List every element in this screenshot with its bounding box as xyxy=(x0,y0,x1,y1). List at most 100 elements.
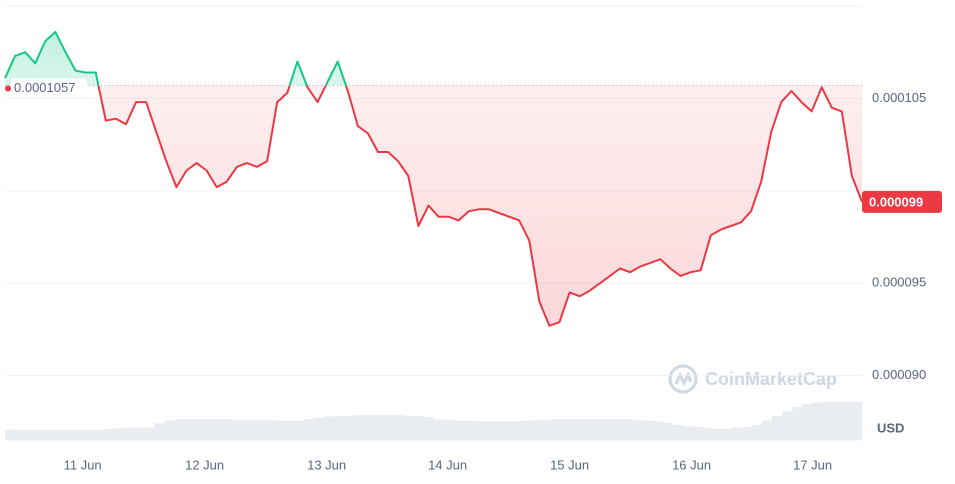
volume-bar xyxy=(214,419,225,440)
x-tick-label: 12 Jun xyxy=(185,457,224,472)
x-tick-label: 16 Jun xyxy=(672,457,711,472)
current-price-label: 0.000099 xyxy=(869,194,923,209)
volume-bar xyxy=(443,419,454,440)
y-tick-label: 0.000105 xyxy=(872,90,926,105)
volume-bar xyxy=(692,426,703,440)
volume-bar xyxy=(772,415,783,440)
volume-bar xyxy=(413,415,424,440)
volume-bar xyxy=(722,428,733,440)
volume-bar xyxy=(822,402,833,440)
volume-bar xyxy=(54,429,66,440)
volume-bar xyxy=(134,427,145,440)
volume-bar xyxy=(363,415,375,440)
volume-bar xyxy=(284,420,295,440)
volume-bar xyxy=(632,419,644,440)
volume-bar xyxy=(244,419,255,440)
baseline-label-bg xyxy=(11,78,87,97)
volume-bar xyxy=(622,419,634,440)
volume-bar xyxy=(34,429,46,440)
y-tick-label: 0.000095 xyxy=(872,275,926,290)
price-area xyxy=(5,31,862,326)
volume-bar xyxy=(293,420,305,440)
volume-bar xyxy=(224,419,235,440)
volume-bar xyxy=(264,419,275,440)
volume-bar xyxy=(124,427,135,440)
y-tick-label: 0.000090 xyxy=(872,367,926,382)
volume-bar xyxy=(353,415,365,440)
volume-bar xyxy=(24,429,36,440)
volume-bar xyxy=(94,429,105,440)
x-tick-label: 15 Jun xyxy=(550,457,589,472)
volume-bar xyxy=(64,429,76,440)
watermark-logo xyxy=(674,371,693,387)
volume-bar xyxy=(184,419,195,440)
volume-bar xyxy=(752,424,763,440)
x-tick-label: 14 Jun xyxy=(428,457,467,472)
volume-bar xyxy=(194,419,205,440)
volume-bar xyxy=(463,420,474,440)
baseline-dot xyxy=(5,85,11,92)
volume-bar xyxy=(104,428,115,440)
volume-bar xyxy=(154,423,165,440)
x-tick-label: 13 Jun xyxy=(307,457,346,472)
volume-bar xyxy=(682,426,693,440)
volume-bar xyxy=(672,424,683,440)
x-tick-label: 17 Jun xyxy=(793,457,832,472)
x-tick-label: 11 Jun xyxy=(64,457,102,472)
volume-bar xyxy=(503,421,514,440)
volume-bar xyxy=(523,420,534,440)
volume-bar xyxy=(642,420,654,440)
volume-bar xyxy=(493,421,504,440)
volume-bar xyxy=(423,417,434,440)
volume-bar xyxy=(792,406,803,440)
volume-bar xyxy=(852,402,863,440)
volume-bar xyxy=(742,426,753,440)
volume-bar xyxy=(702,428,713,440)
watermark: CoinMarketCap xyxy=(668,364,837,394)
volume-bar xyxy=(553,419,564,440)
volume-bar xyxy=(612,419,624,440)
volume-bar xyxy=(174,419,185,440)
volume-bar xyxy=(563,419,574,440)
volume-bar xyxy=(592,419,604,440)
volume-bar xyxy=(712,428,723,440)
volume-bar xyxy=(84,429,95,440)
volume-bar xyxy=(453,420,464,440)
volume-bar xyxy=(274,420,285,440)
volume-bar xyxy=(114,428,125,440)
volume-bar xyxy=(543,419,554,440)
volume-bar xyxy=(832,402,843,440)
current-price-badge xyxy=(862,190,942,213)
volume-bar xyxy=(802,404,813,440)
volume-bar xyxy=(164,420,175,440)
baseline-label: 0.0001057 xyxy=(14,80,75,95)
volume-bar xyxy=(513,421,524,440)
volume-bar xyxy=(323,416,335,440)
volume-bar xyxy=(383,415,394,440)
volume-bar xyxy=(204,419,215,440)
watermark-text: CoinMarketCap xyxy=(705,369,837,389)
watermark-logo xyxy=(668,364,698,394)
volume-bar xyxy=(234,419,245,440)
volume-bar xyxy=(533,419,544,440)
volume-bar xyxy=(254,419,265,440)
volume-bar xyxy=(403,415,414,440)
volume-bar xyxy=(602,419,614,440)
volume-bar xyxy=(573,419,584,440)
volume-bar xyxy=(333,415,345,440)
volume-bar xyxy=(433,419,444,440)
volume-bar xyxy=(14,429,26,440)
volume-bar xyxy=(473,421,484,440)
volume-bar xyxy=(303,419,315,440)
volume-bar xyxy=(812,402,823,440)
volume-bar xyxy=(762,420,773,440)
volume-bar xyxy=(144,427,155,440)
volume-bar xyxy=(74,429,86,440)
currency-label: USD xyxy=(877,420,904,435)
volume-bar xyxy=(5,429,16,440)
volume-bar xyxy=(373,415,384,440)
volume-bar xyxy=(662,422,673,440)
volume-bar xyxy=(343,415,355,440)
volume-bar xyxy=(732,427,743,440)
